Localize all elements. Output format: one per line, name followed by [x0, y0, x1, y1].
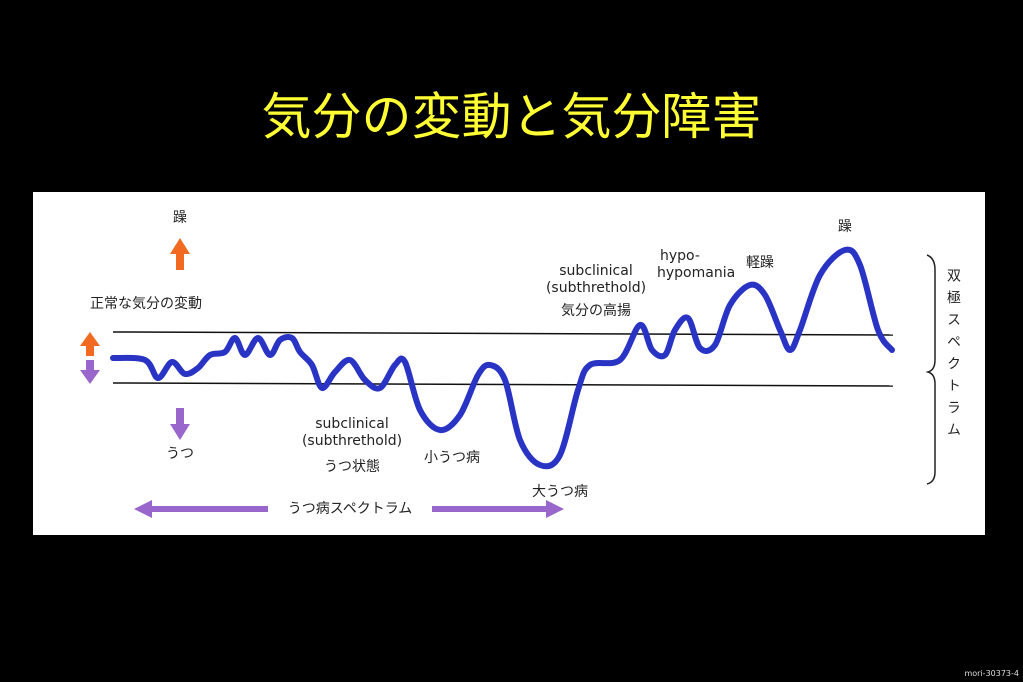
diagram-label: 躁	[838, 219, 852, 235]
diagram-label: subclinical	[559, 263, 633, 279]
diagram-label: うつ状態	[324, 459, 380, 475]
diagram-label: hypomania	[657, 265, 736, 281]
depression-spectrum-arrows	[134, 500, 564, 518]
footer: mori-30373-4	[964, 669, 1019, 678]
orange-up-arrow	[80, 238, 190, 356]
bipolar-bracket	[925, 254, 936, 485]
upper-normal-line	[112, 331, 894, 336]
purple-down-arrow	[80, 360, 190, 440]
diagram-label: 双極スペクトラム	[945, 268, 961, 444]
diagram-label: うつ病スペクトラム	[281, 501, 419, 518]
diagram-label: 軽躁	[746, 255, 774, 271]
diagram-label: 小うつ病	[424, 450, 480, 466]
diagram-label: うつ	[166, 446, 194, 462]
diagram-panel	[33, 192, 985, 535]
mood-curve	[110, 246, 895, 470]
diagram-label: subclinical	[315, 416, 389, 432]
diagram-label: 正常な気分の変動	[90, 296, 202, 312]
diagram-label: 躁	[173, 210, 187, 226]
slide-title: 気分の変動と気分障害	[261, 88, 762, 146]
lower-normal-line	[112, 382, 894, 387]
diagram-label: (subthrethold)	[545, 280, 647, 296]
diagram-label: (subthrethold)	[301, 433, 403, 449]
diagram-label: 大うつ病	[532, 484, 588, 500]
diagram-label: hypo-	[660, 248, 700, 264]
diagram-label: 気分の高揚	[561, 303, 631, 319]
